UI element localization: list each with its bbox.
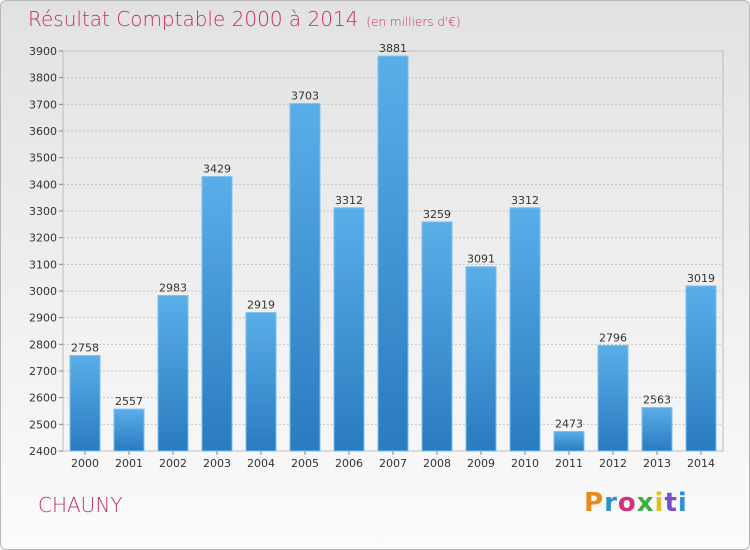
- chart-subtitle: (en milliers d'€): [366, 15, 461, 29]
- x-tick-label: 2002: [159, 457, 187, 470]
- chart-title: Résultat Comptable 2000 à 2014 (en millie…: [28, 7, 461, 31]
- data-label-2014: 3019: [687, 272, 715, 285]
- x-tick-label: 2014: [687, 457, 715, 470]
- data-label-2008: 3259: [423, 208, 451, 221]
- bar-2009: [465, 266, 497, 452]
- data-label-2002: 2983: [159, 282, 187, 295]
- bar-2000: [69, 355, 101, 452]
- y-tick-label: 2600: [29, 392, 57, 405]
- y-tick-label: 3800: [29, 72, 57, 85]
- bar-2002: [157, 295, 189, 452]
- y-tick-label: 3200: [29, 232, 57, 245]
- proxiti-logo: Proxiti: [584, 488, 688, 518]
- x-tick-label: 2005: [291, 457, 319, 470]
- x-tick-label: 2008: [423, 457, 451, 470]
- bar-2013: [641, 407, 673, 452]
- data-label-2000: 2758: [71, 342, 99, 355]
- bar-2003: [201, 176, 233, 452]
- bar-2008: [421, 221, 453, 452]
- y-tick-label: 3000: [29, 285, 57, 298]
- city-name: CHAUNY: [38, 493, 123, 517]
- bar-2005: [289, 103, 321, 452]
- y-tick-label: 3300: [29, 205, 57, 218]
- bar-2014: [685, 285, 717, 452]
- y-tick-label: 2700: [29, 365, 57, 378]
- y-tick-label: 3700: [29, 98, 57, 111]
- title-text: Résultat Comptable 2000 à 2014: [28, 7, 359, 31]
- bar-2007: [377, 55, 409, 452]
- bar-series: 2758 2557 2983 3429 2919 3703 3312 3881 3259 3091…: [69, 42, 717, 452]
- x-tick-label: 2010: [511, 457, 539, 470]
- x-tick-label: 2003: [203, 457, 231, 470]
- y-tick-label: 2400: [29, 445, 57, 458]
- x-tick-label: 2000: [71, 457, 99, 470]
- y-tick-label: 2800: [29, 338, 57, 351]
- bar-2012: [597, 344, 629, 452]
- x-tick-label: 2001: [115, 457, 143, 470]
- x-tick-label: 2011: [555, 457, 583, 470]
- data-label-2007: 3881: [379, 42, 407, 55]
- data-label-2012: 2796: [599, 331, 627, 344]
- y-axis: 2400 2500 2600 2700 2800 2900 3000 3100 3200 3300…: [29, 45, 63, 458]
- data-label-2001: 2557: [115, 395, 143, 408]
- data-label-2006: 3312: [335, 194, 363, 207]
- y-tick-label: 3100: [29, 258, 57, 271]
- data-label-2013: 2563: [643, 394, 671, 407]
- data-label-2005: 3703: [291, 90, 319, 103]
- x-tick-label: 2009: [467, 457, 495, 470]
- bar-2011: [553, 431, 585, 452]
- x-tick-label: 2006: [335, 457, 363, 470]
- y-tick-label: 3500: [29, 152, 57, 165]
- y-tick-label: 3900: [29, 45, 57, 58]
- bar-2001: [113, 408, 145, 452]
- x-tick-label: 2012: [599, 457, 627, 470]
- data-label-2009: 3091: [467, 253, 495, 266]
- x-tick-label: 2007: [379, 457, 407, 470]
- bar-2010: [509, 207, 541, 452]
- bar-2004: [245, 312, 277, 452]
- y-tick-label: 2900: [29, 312, 57, 325]
- y-tick-label: 2500: [29, 418, 57, 431]
- x-tick-label: 2004: [247, 457, 275, 470]
- bar-2006: [333, 207, 365, 452]
- y-tick-label: 3400: [29, 178, 57, 191]
- data-label-2010: 3312: [511, 194, 539, 207]
- data-label-2011: 2473: [555, 418, 583, 431]
- y-tick-label: 3600: [29, 125, 57, 138]
- data-label-2003: 3429: [203, 163, 231, 176]
- data-label-2004: 2919: [247, 299, 275, 312]
- x-tick-label: 2013: [643, 457, 671, 470]
- x-axis: 2000 2001 2002 2003 2004 2005 2006 2007 2008 2009…: [71, 451, 715, 470]
